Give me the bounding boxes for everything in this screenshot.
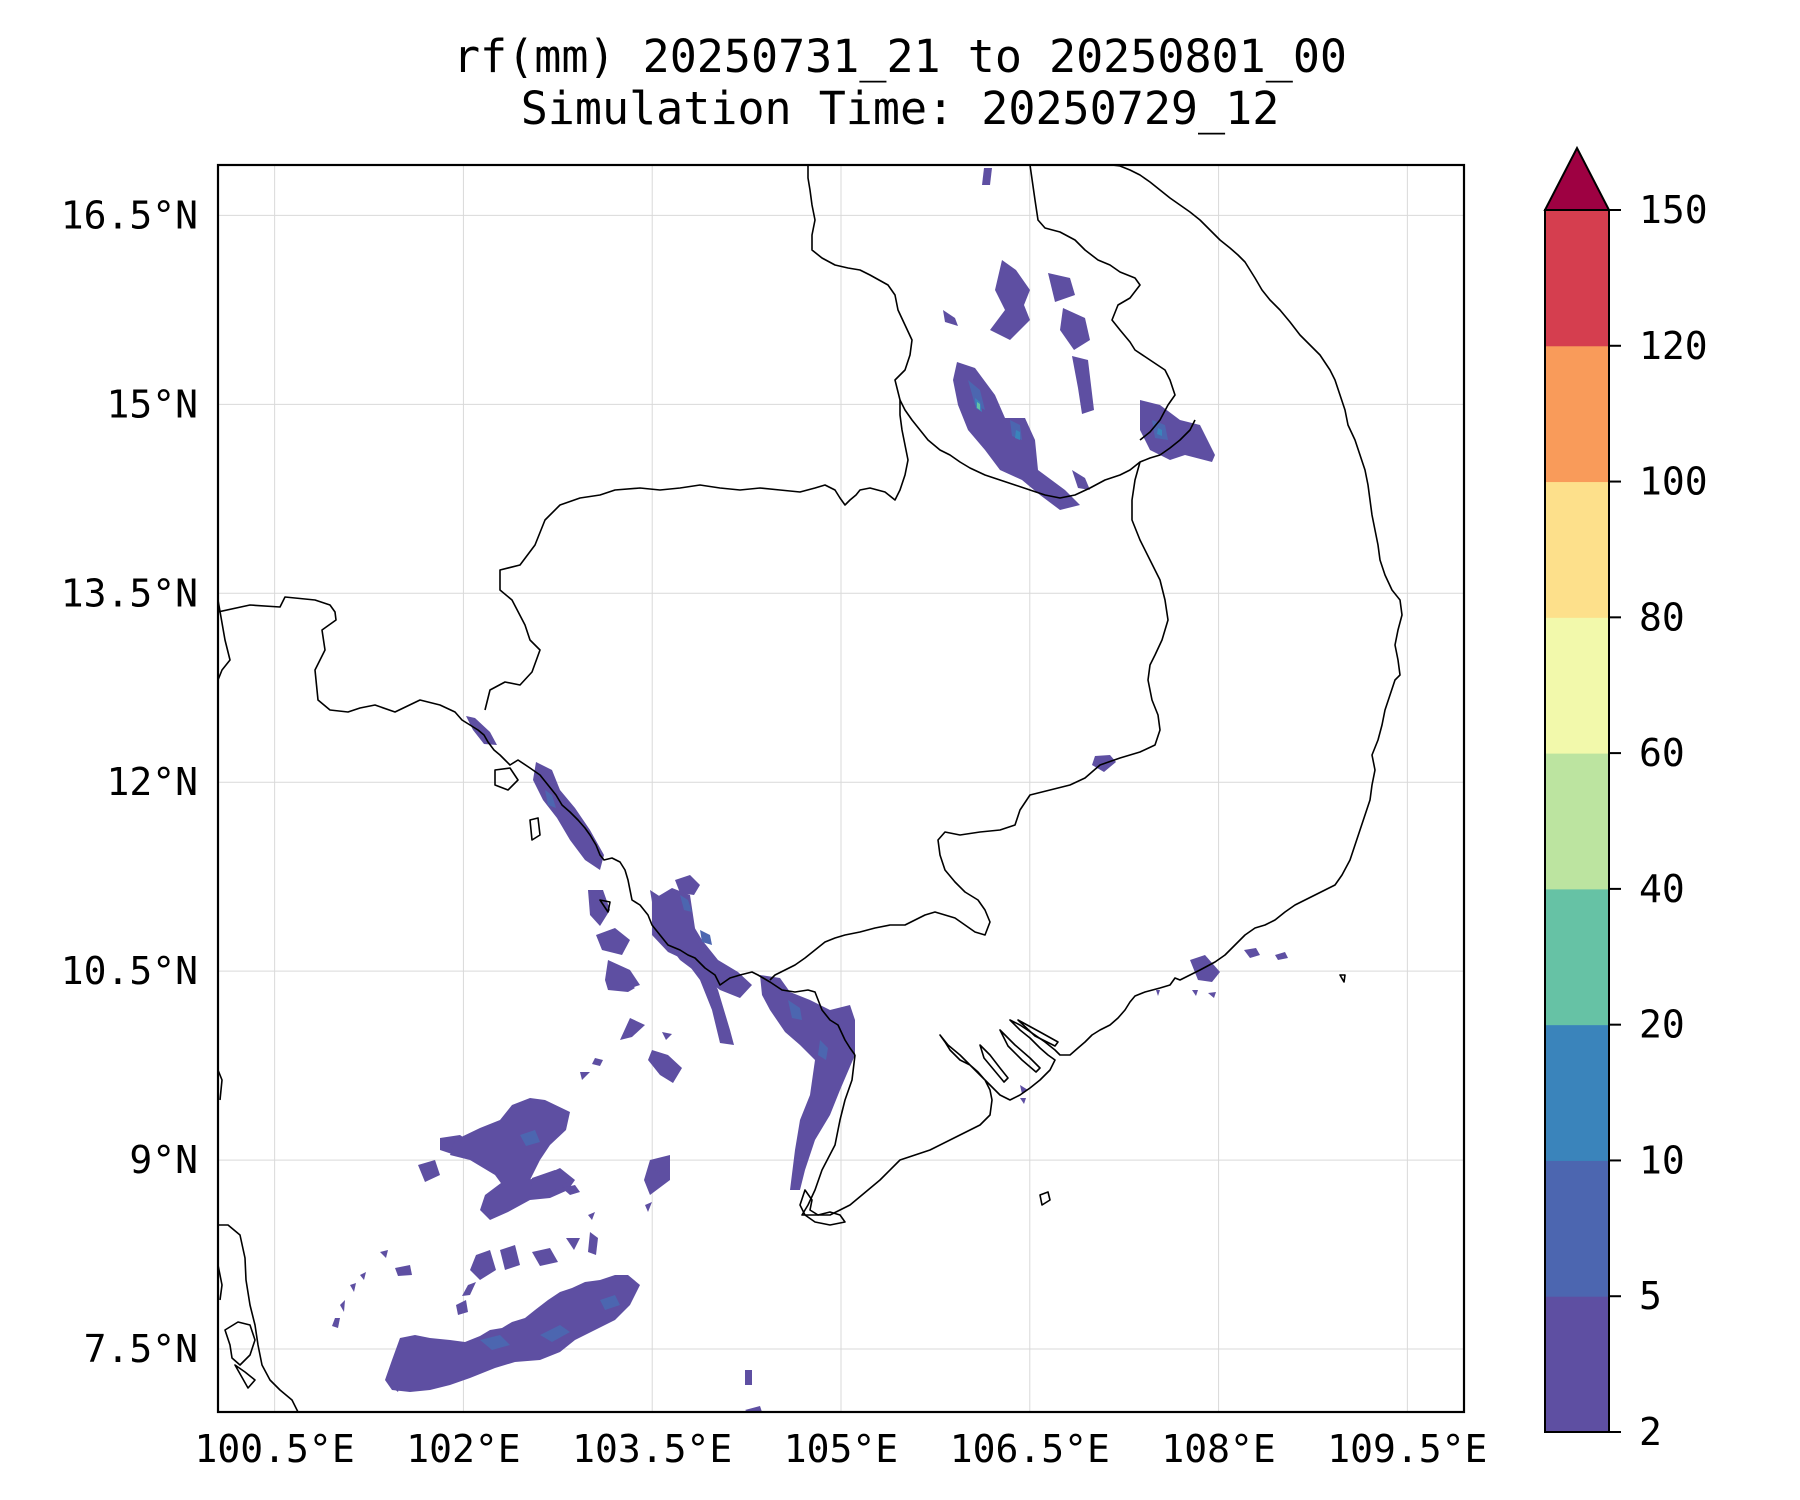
colorbar-tick-label: 120 xyxy=(1639,324,1708,368)
colorbar-segment xyxy=(1545,1160,1609,1297)
colorbar-tick-label: 5 xyxy=(1639,1274,1662,1318)
colorbar-segment xyxy=(1545,617,1609,754)
plot-subtitle: Simulation Time: 20250729_12 xyxy=(520,82,1280,135)
colorbar-tick-label: 100 xyxy=(1639,460,1708,504)
rainfall-field xyxy=(332,168,1288,1412)
colorbar-tick-label: 20 xyxy=(1639,1003,1685,1047)
colorbar-tick-label: 40 xyxy=(1639,867,1685,911)
rainfall-5-10mm xyxy=(480,380,1168,1350)
colorbar-tick-label: 150 xyxy=(1639,188,1708,232)
colorbar-segment xyxy=(1545,888,1609,1026)
colorbar-segment xyxy=(1545,345,1609,483)
colorbar-segment xyxy=(1545,210,1609,347)
gridlines xyxy=(218,165,1464,1412)
plot-title: rf(mm) 20250731_21 to 20250801_00 xyxy=(452,30,1348,83)
lat-tick-label: 12°N xyxy=(106,760,198,804)
colorbar-tick-label: 60 xyxy=(1639,731,1685,775)
colorbar: 2 5 10 20 40 60 80 100 120 150 xyxy=(1543,145,1708,1454)
lat-tick-label: 7.5°N xyxy=(84,1327,198,1371)
lat-tick-labels: 16.5°N 15°N 13.5°N 12°N 10.5°N 9°N 7.5°N xyxy=(61,193,198,1371)
lon-tick-label: 100.5°E xyxy=(195,1427,355,1471)
lat-tick-label: 9°N xyxy=(129,1138,198,1182)
colorbar-tick-label: 80 xyxy=(1639,595,1685,639)
rainfall-20-40mm xyxy=(977,402,980,410)
lat-tick-label: 16.5°N xyxy=(61,193,198,237)
lon-tick-label: 108°E xyxy=(1161,1427,1275,1471)
rainfall-2-5mm xyxy=(332,168,1288,1412)
map-frame xyxy=(216,163,1466,1414)
lat-tick-label: 15°N xyxy=(106,382,198,426)
colorbar-segment xyxy=(1545,481,1609,618)
coastlines-borders xyxy=(218,165,1403,1412)
colorbar-segment xyxy=(1545,1296,1609,1433)
lat-tick-label: 10.5°N xyxy=(61,949,198,993)
colorbar-frame xyxy=(1544,209,1610,1433)
lon-tick-label: 109.5°E xyxy=(1327,1427,1487,1471)
lon-tick-label: 103.5°E xyxy=(572,1427,732,1471)
lon-tick-label: 102°E xyxy=(406,1427,520,1471)
lon-tick-label: 105°E xyxy=(784,1427,898,1471)
colorbar-tick-label: 2 xyxy=(1639,1410,1662,1454)
lat-tick-label: 13.5°N xyxy=(61,571,198,615)
colorbar-extend-arrow xyxy=(1543,145,1611,211)
colorbar-tick-label: 10 xyxy=(1639,1138,1685,1182)
lon-tick-label: 106.5°E xyxy=(950,1427,1110,1471)
colorbar-segment xyxy=(1545,1024,1609,1161)
colorbar-segment xyxy=(1545,753,1609,890)
lon-tick-labels: 100.5°E 102°E 103.5°E 105°E 106.5°E 108°E 109.… xyxy=(195,1427,1488,1471)
